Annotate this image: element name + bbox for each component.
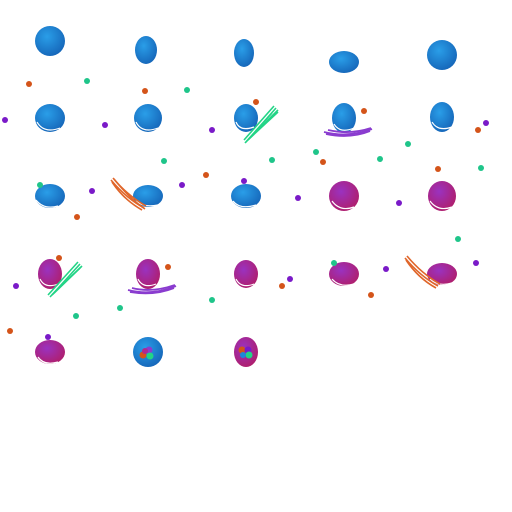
particle-dot-icon <box>455 236 461 242</box>
cell-r2c4 <box>323 103 373 137</box>
particle-dot-icon <box>209 297 215 303</box>
particle-dot-icon <box>73 313 79 319</box>
particle-dot-icon <box>473 260 479 266</box>
particle-dot-icon <box>179 182 185 188</box>
particle-dot-icon <box>396 200 402 206</box>
particle-dot-icon <box>475 127 481 133</box>
spindle-bundle-icon <box>404 255 441 289</box>
nuclei-cluster-icon <box>238 346 253 359</box>
particle-dot-icon <box>478 165 484 171</box>
particle-dot-icon <box>331 260 337 266</box>
particle-dot-icon <box>74 214 80 220</box>
cell-r5c3 <box>234 337 258 367</box>
cell-r4c1 <box>38 259 83 298</box>
cell-r1c5 <box>427 40 457 70</box>
cell-r3c5 <box>428 181 456 211</box>
particle-dot-icon <box>56 255 62 261</box>
nuclei-cluster-icon <box>139 346 154 360</box>
cell-r4c2 <box>127 259 177 295</box>
spindle-bundle-icon <box>110 177 147 211</box>
particle-dot-icon <box>184 87 190 93</box>
particle-field <box>2 78 489 340</box>
particle-dot-icon <box>253 99 259 105</box>
cell-r2c1 <box>35 104 65 132</box>
particle-dot-icon <box>203 172 209 178</box>
particle-dot-icon <box>142 88 148 94</box>
cell-r3c2 <box>110 177 163 211</box>
particle-dot-icon <box>279 283 285 289</box>
particle-dot-icon <box>7 328 13 334</box>
particle-dot-icon <box>165 264 171 270</box>
particle-dot-icon <box>377 156 383 162</box>
cell-r2c2 <box>134 104 162 132</box>
cell-r5c2 <box>133 337 163 367</box>
cell-r4c4 <box>329 262 359 286</box>
particle-dot-icon <box>287 276 293 282</box>
particle-dot-icon <box>383 266 389 272</box>
particle-dot-icon <box>295 195 301 201</box>
particle-dot-icon <box>483 120 489 126</box>
spindle-bundle-icon <box>243 105 279 144</box>
cell-r1c3 <box>234 39 254 67</box>
cell-r4c5 <box>404 255 457 289</box>
particle-dot-icon <box>313 149 319 155</box>
particle-dot-icon <box>102 122 108 128</box>
cell-r5c1 <box>35 340 65 364</box>
cell-r2c5 <box>430 102 454 132</box>
particle-dot-icon <box>37 182 43 188</box>
cell-r1c1 <box>35 26 65 56</box>
particle-dot-icon <box>2 117 8 123</box>
particle-dot-icon <box>320 159 326 165</box>
particle-dot-icon <box>117 305 123 311</box>
cell-r3c1 <box>35 184 65 208</box>
particle-dot-icon <box>435 166 441 172</box>
particle-dot-icon <box>269 157 275 163</box>
particle-dot-icon <box>89 188 95 194</box>
particle-dot-icon <box>13 283 19 289</box>
particle-dot-icon <box>26 81 32 87</box>
particle-dot-icon <box>241 178 247 184</box>
cell-r4c3 <box>234 260 258 288</box>
cell-r2c3 <box>234 104 279 144</box>
particle-dot-icon <box>161 158 167 164</box>
particle-dot-icon <box>405 141 411 147</box>
cell-r1c2 <box>135 36 157 64</box>
particle-dot-icon <box>45 334 51 340</box>
spindle-bundle-icon <box>323 127 373 137</box>
particle-dot-icon <box>368 292 374 298</box>
particle-dot-icon <box>361 108 367 114</box>
particle-dot-icon <box>84 78 90 84</box>
cell-r3c3 <box>231 184 261 208</box>
cell-r3c4 <box>329 181 359 211</box>
particle-dot-icon <box>209 127 215 133</box>
spindle-bundle-icon <box>127 284 177 295</box>
spindle-bundle-icon <box>47 261 83 298</box>
cell-r1c4 <box>329 51 359 73</box>
